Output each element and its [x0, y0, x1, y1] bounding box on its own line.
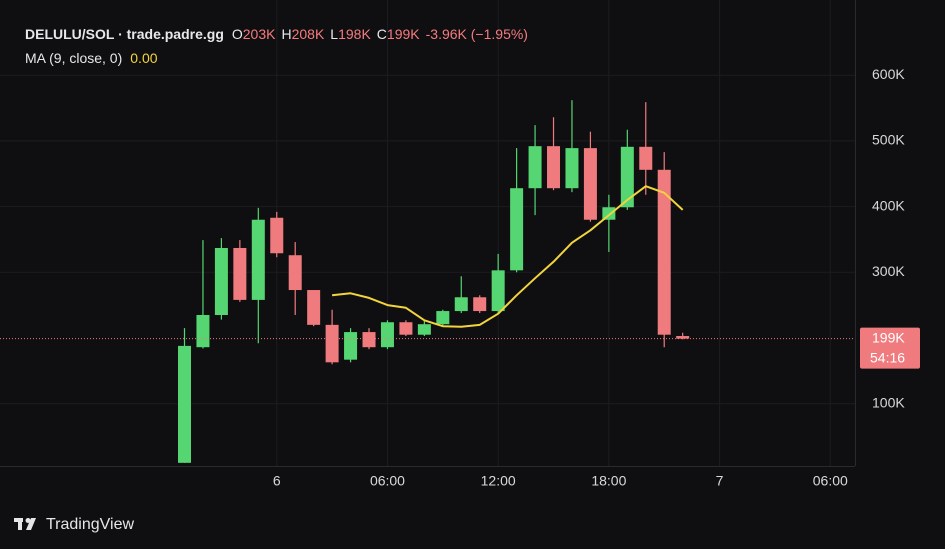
legend-value: 208K: [291, 26, 325, 42]
candle-body: [214, 247, 228, 316]
axes: 100K 300K 400K 500K 600K 6 06:00 12:00 18:00 7 06:…: [273, 66, 920, 489]
candle-body: [196, 315, 210, 348]
legend-value: 198K: [338, 26, 371, 42]
candle-body: [233, 247, 247, 300]
candle-body: [362, 332, 376, 348]
candle-body: [528, 146, 542, 189]
ohlc-legend: O203K H208K L198K C199K: [232, 26, 426, 42]
symbol-title: DELULU/SOL · trade.padre.gg: [25, 26, 224, 42]
candle-body: [251, 219, 265, 300]
logo-part: [18, 518, 22, 530]
ma-line: [331, 185, 684, 328]
candle-body: [657, 169, 671, 335]
legend-key: O: [231, 26, 243, 42]
logo-part: [26, 518, 36, 530]
grid: [0, 0, 855, 466]
candle-body: [473, 297, 487, 312]
indicator-header: MA (9, close, 0) 0.00: [25, 50, 158, 66]
x-tick-label: 06:00: [813, 473, 848, 489]
legend-value: 199K: [386, 26, 420, 42]
x-tick-label: 7: [716, 473, 724, 489]
candle-body: [583, 148, 597, 220]
change: -3.96K (−1.95%): [425, 26, 528, 42]
candle-body: [620, 146, 634, 208]
candle-body: [325, 324, 339, 363]
candle-body: [399, 322, 413, 335]
header: DELULU/SOL · trade.padre.gg O203K H208K L19…: [25, 26, 528, 42]
candle-body: [380, 322, 394, 348]
legend-key: C: [376, 26, 387, 42]
legend-key: L: [330, 26, 339, 42]
candle-body: [639, 146, 653, 170]
candle-body: [417, 324, 431, 335]
candle-body: [491, 270, 505, 312]
candle-body: [288, 255, 302, 291]
x-tick-label: 6: [273, 473, 281, 489]
y-tick-label: 400K: [872, 197, 905, 213]
y-tick-label: 600K: [872, 66, 905, 82]
candle-body: [344, 332, 358, 360]
indicator-name: MA (9, close, 0): [25, 50, 123, 66]
indicator-value: 0.00: [130, 50, 158, 66]
plot: [0, 100, 855, 463]
candle-body: [454, 297, 468, 312]
x-tick-label: 12:00: [481, 473, 516, 489]
y-tick-label: 100K: [872, 394, 905, 410]
branding: TradingView: [46, 516, 134, 533]
x-tick-label: 06:00: [370, 473, 405, 489]
price-label: 199K: [872, 329, 905, 345]
candle-body: [436, 311, 450, 325]
legend-key: H: [281, 26, 292, 42]
countdown: 54:16: [870, 349, 905, 365]
branding-logo: [14, 518, 36, 530]
candle-body: [565, 148, 579, 189]
x-tick-label: 18:00: [591, 473, 626, 489]
y-tick-label: 300K: [872, 263, 905, 279]
y-tick-label: 500K: [872, 132, 905, 148]
candle-body: [178, 345, 192, 463]
candle-body: [510, 188, 524, 271]
legend-value: 203K: [242, 26, 276, 42]
candle-body: [307, 290, 321, 325]
price-label-box: [860, 327, 920, 369]
candle-body: [547, 146, 561, 189]
candle-body: [676, 336, 690, 339]
candle-body: [270, 217, 284, 254]
logo-part: [25, 518, 31, 523]
